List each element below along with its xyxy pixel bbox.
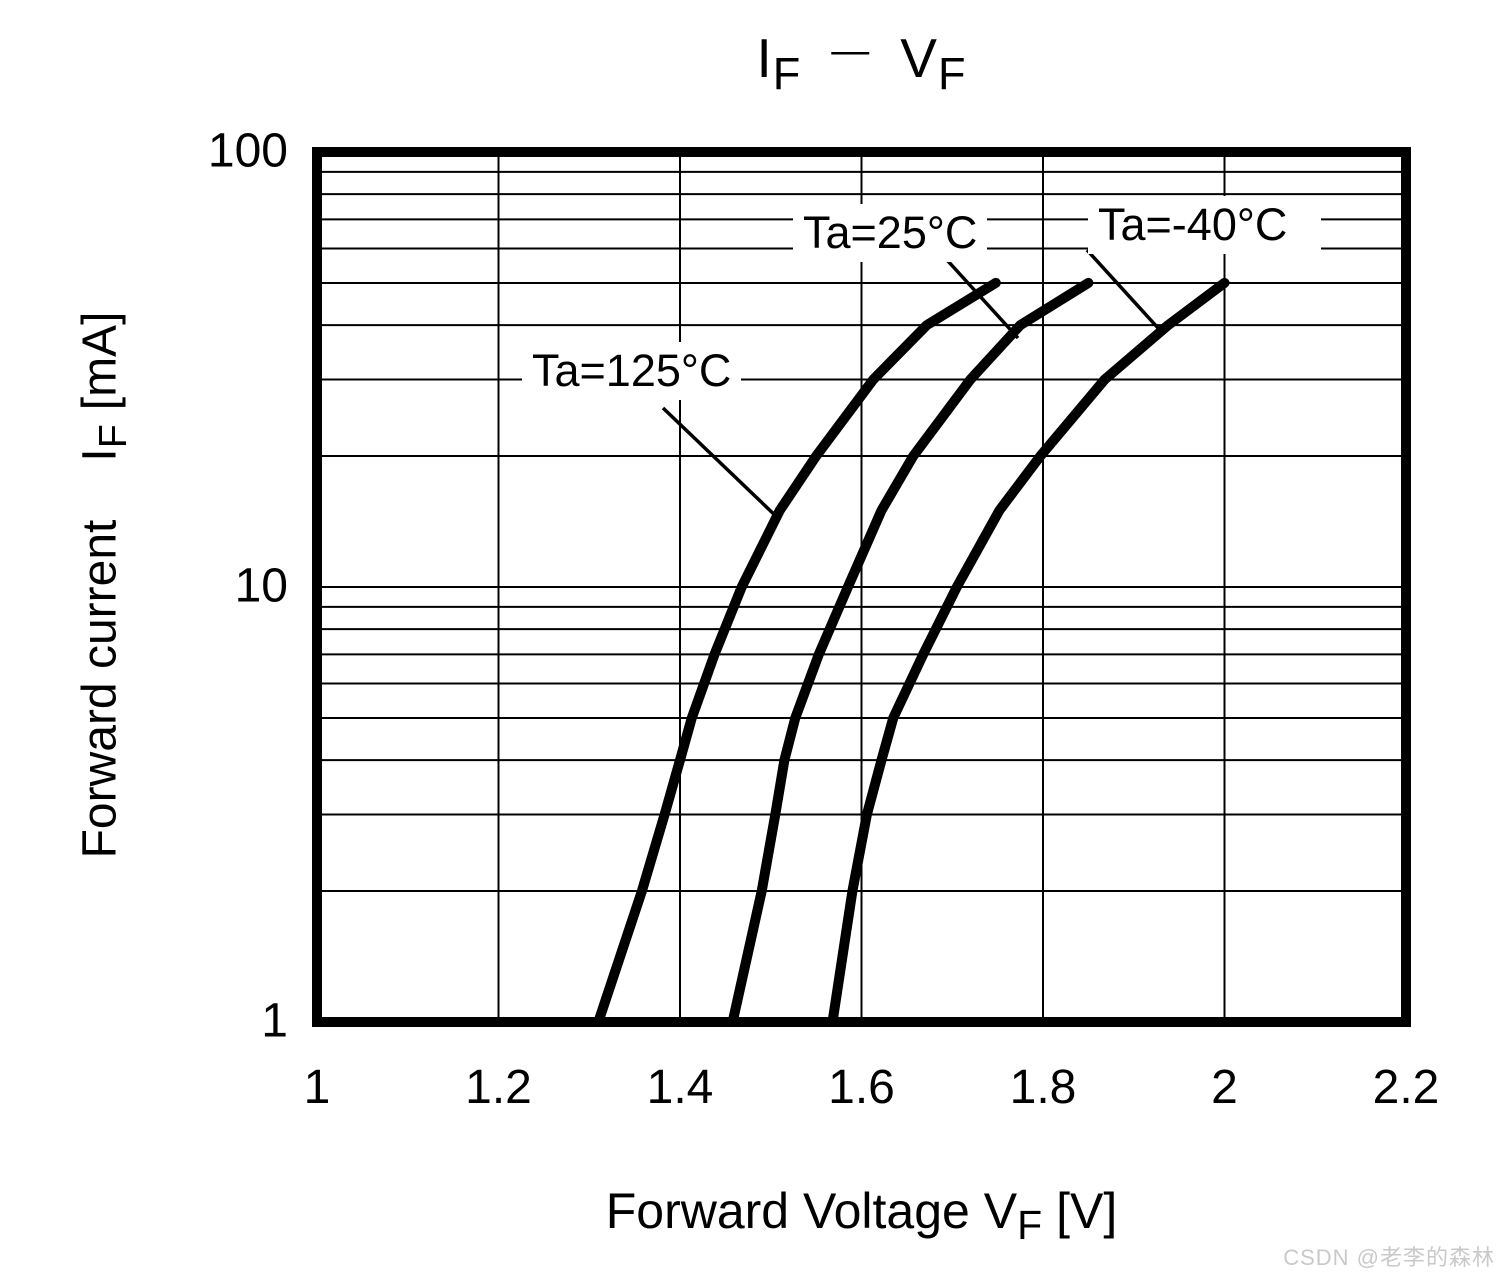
- x-tick-label: 1.2: [465, 1061, 532, 1114]
- curve-ta-25c: [727, 277, 1094, 1027]
- x-axis-unit: [V]: [1056, 1183, 1118, 1239]
- x-tick-label: 2: [1211, 1061, 1238, 1114]
- chart-title: IF — VF: [317, 26, 1406, 96]
- series-label-ta-125c: Ta=125°C: [522, 342, 742, 400]
- watermark: CSDN @老李的森林: [1283, 1245, 1495, 1270]
- y-axis-symbol: I: [73, 448, 127, 462]
- curve-ta-125c: [593, 277, 1001, 1027]
- plot-border: [312, 147, 1411, 1027]
- x-tick-label: 1: [303, 1061, 331, 1114]
- x-axis-symbol-subscript: F: [1017, 1202, 1043, 1248]
- y-axis-symbol-subscript: F: [91, 424, 136, 449]
- title-voltage-subscript: F: [937, 48, 967, 99]
- x-tick-label: 1.6: [828, 1061, 895, 1114]
- leader-line-ta-25c: [945, 258, 1020, 340]
- y-tick-label: 10: [234, 559, 288, 613]
- y-tick-label: 100: [207, 124, 288, 178]
- x-tick-label: 1.4: [646, 1061, 714, 1114]
- x-axis-symbol: V: [983, 1183, 1018, 1239]
- x-axis-title: Forward Voltage VF [V]: [317, 1182, 1406, 1246]
- title-current-symbol: I: [756, 27, 773, 89]
- leader-line-ta-minus-40c: [1085, 248, 1160, 330]
- title-voltage-symbol: V: [900, 27, 938, 89]
- leader-line-ta-125c: [661, 406, 782, 522]
- y-tick-label: 1: [261, 994, 288, 1048]
- y-axis-unit: [mA]: [73, 311, 127, 411]
- x-tick-label: 1.8: [1009, 1061, 1077, 1114]
- curve-ta-minus-40c: [827, 277, 1230, 1027]
- title-dash: —: [831, 30, 871, 72]
- x-axis-title-text: Forward Voltage: [605, 1183, 970, 1239]
- title-current-subscript: F: [772, 48, 802, 99]
- series-label-ta-25c: Ta=25°C: [793, 204, 988, 262]
- series-label-ta-minus-40c: Ta=-40°C: [1088, 196, 1322, 254]
- x-tick-label: 2.2: [1372, 1061, 1440, 1114]
